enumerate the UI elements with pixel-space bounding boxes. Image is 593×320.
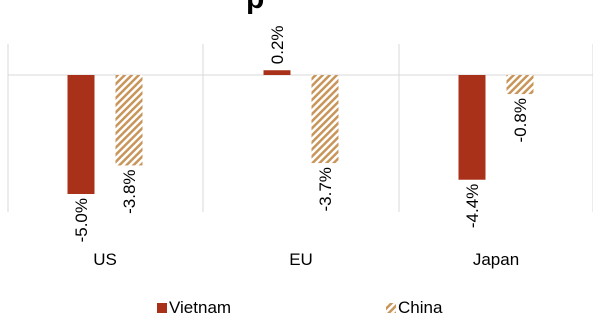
bar-vietnam-eu [263,70,291,75]
legend: Vietnam China [157,298,443,317]
bar-vietnam-japan [458,75,486,180]
legend-label: China [398,298,443,317]
bar-china-us [115,75,143,166]
data-label: -3.8% [120,169,139,213]
bar-china-japan [506,75,534,95]
data-label: -3.7% [316,167,335,211]
legend-item-vietnam: Vietnam [157,298,231,317]
category-label: US [93,250,117,269]
chart-title-fragment: p [246,0,264,15]
labels-layer: -5.0% 0.2% -4.4% -3.8% -3.7% -0.8% [72,25,530,242]
bars-layer [67,70,534,194]
categories-layer: US EU Japan [93,250,519,269]
legend-swatch [157,303,167,313]
category-label: EU [289,250,313,269]
category-label: Japan [473,250,519,269]
data-label: -0.8% [511,98,530,142]
legend-swatch [386,303,396,313]
bar-china-eu [311,75,339,164]
data-label: -5.0% [72,198,91,242]
legend-item-china: China [386,298,443,317]
axis-layer [7,44,593,212]
data-label: 0.2% [268,25,287,64]
bar-vietnam-us [67,75,95,194]
data-label: -4.4% [463,184,482,228]
legend-label: Vietnam [169,298,231,317]
